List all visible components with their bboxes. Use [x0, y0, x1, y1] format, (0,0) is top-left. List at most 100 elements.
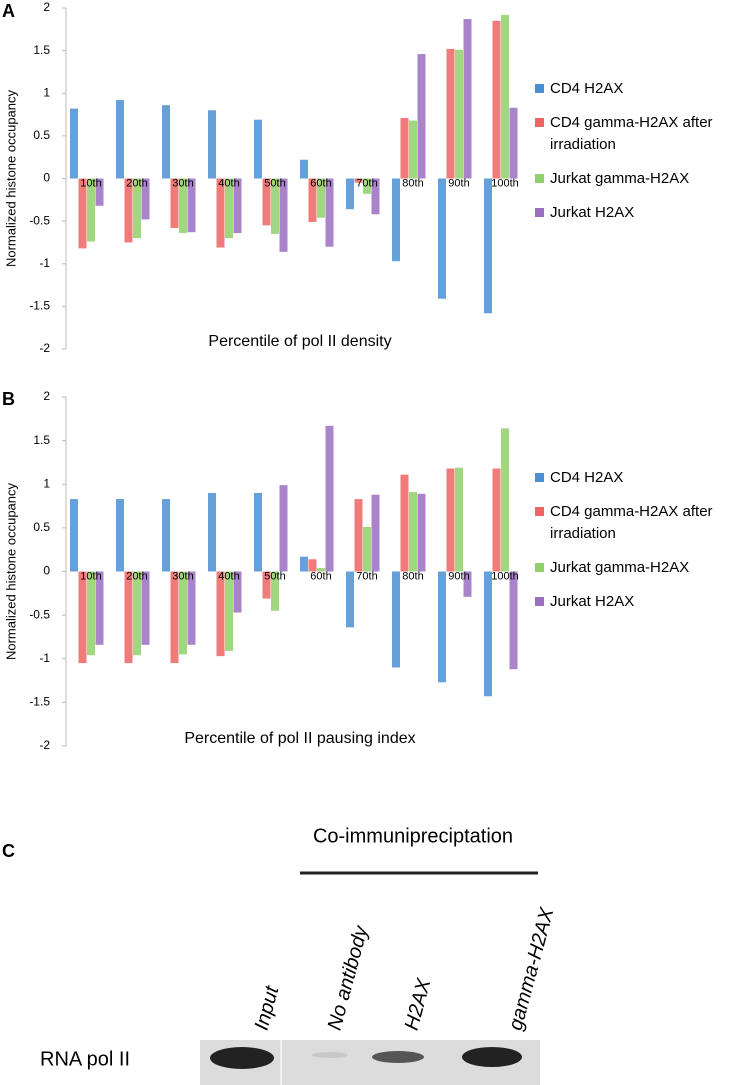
bar — [78, 571, 87, 664]
bar — [87, 178, 95, 242]
bar — [438, 178, 446, 299]
bar — [179, 178, 187, 234]
bar — [141, 571, 150, 645]
bar — [509, 107, 518, 179]
x-tick-label: 100th — [491, 570, 519, 582]
x-tick-label: 90th — [448, 177, 469, 189]
bar — [279, 178, 288, 252]
y-tick-label: 0.5 — [33, 520, 50, 534]
bar — [271, 571, 279, 611]
x-tick-label: 30th — [172, 177, 193, 189]
band — [372, 1051, 424, 1063]
legend-entry: Jurkat H2AX — [535, 202, 730, 224]
y-tick-label: -0.5 — [29, 607, 50, 621]
bar — [95, 571, 104, 645]
legend: CD4 H2AX CD4 gamma-H2AX after irradiation… — [535, 78, 730, 236]
legend-label: Jurkat H2AX — [550, 204, 635, 221]
legend-swatch — [535, 563, 544, 572]
legend-swatch — [535, 473, 544, 482]
bar — [216, 178, 225, 248]
legend-swatch — [535, 118, 544, 127]
bar — [179, 571, 187, 655]
bar — [300, 556, 308, 572]
bar — [116, 499, 124, 572]
bar — [124, 571, 133, 664]
legend-swatch — [535, 507, 544, 516]
y-tick-label: 1 — [43, 476, 50, 490]
x-tick-label: 80th — [402, 570, 423, 582]
bar — [363, 178, 371, 194]
bar — [216, 571, 225, 657]
bar — [363, 527, 371, 572]
band — [312, 1052, 348, 1058]
legend-swatch — [535, 208, 544, 217]
bar — [325, 425, 334, 572]
y-axis-title: Normalized histone occupancy — [3, 89, 18, 267]
y-tick-label: 0 — [43, 564, 50, 578]
bar — [141, 178, 150, 220]
coip-title: Co-immunipreciptation — [313, 825, 513, 847]
panel-label: C — [2, 841, 15, 861]
bar — [233, 571, 242, 613]
bar — [116, 100, 124, 179]
bar — [392, 178, 400, 262]
bar — [484, 571, 492, 697]
bar — [346, 178, 354, 210]
bar — [271, 178, 279, 234]
bar — [455, 467, 463, 572]
y-tick-label: 1 — [43, 85, 50, 99]
bar — [446, 468, 455, 572]
legend-swatch — [535, 84, 544, 93]
bar — [208, 110, 216, 179]
bar — [254, 492, 262, 572]
bar — [262, 178, 271, 226]
lane-label: No antibody — [324, 923, 373, 1033]
bar — [400, 474, 409, 572]
legend-label: Jurkat gamma-H2AX — [550, 559, 690, 576]
bar — [208, 492, 216, 572]
y-tick-label: -1 — [39, 651, 50, 665]
x-tick-label: 60th — [310, 177, 331, 189]
bar — [162, 499, 170, 572]
bar — [70, 499, 78, 572]
legend-entry: CD4 gamma-H2AX after irradiation — [535, 501, 730, 545]
x-tick-label: 70th — [356, 570, 377, 582]
bar — [492, 20, 501, 179]
y-tick-label: 1.5 — [33, 43, 50, 57]
bar — [438, 571, 446, 683]
x-tick-label: 20th — [126, 570, 147, 582]
x-tick-label: 80th — [402, 177, 423, 189]
bar — [87, 571, 95, 656]
bar — [417, 54, 426, 179]
x-axis-title: Percentile of pol II density — [208, 333, 391, 350]
x-tick-label: 40th — [218, 177, 239, 189]
row-label: RNA pol II — [40, 1048, 130, 1070]
bar — [262, 571, 271, 599]
x-tick-label: 30th — [172, 570, 193, 582]
bar — [392, 571, 400, 668]
bar — [279, 485, 288, 572]
bar — [70, 108, 78, 179]
panel-label: B — [2, 389, 15, 409]
bar — [492, 468, 501, 572]
y-tick-label: 1.5 — [33, 433, 50, 447]
bar — [308, 178, 317, 222]
bar — [95, 178, 104, 206]
lane-label: H2AX — [401, 976, 436, 1033]
y-tick-label: 2 — [43, 0, 50, 14]
y-tick-label: -1.5 — [29, 695, 50, 709]
bar — [233, 178, 242, 234]
bar — [354, 178, 363, 183]
bar — [463, 19, 472, 179]
y-tick-label: -2 — [39, 738, 50, 752]
x-tick-label: 70th — [356, 177, 377, 189]
legend-swatch — [535, 597, 544, 606]
legend-label: Jurkat gamma-H2AX — [550, 170, 690, 187]
legend-entry: Jurkat gamma-H2AX — [535, 557, 730, 579]
bar — [409, 492, 417, 572]
x-tick-label: 50th — [264, 177, 285, 189]
bar — [371, 178, 380, 215]
bar — [308, 559, 317, 572]
y-tick-label: -0.5 — [29, 213, 50, 227]
